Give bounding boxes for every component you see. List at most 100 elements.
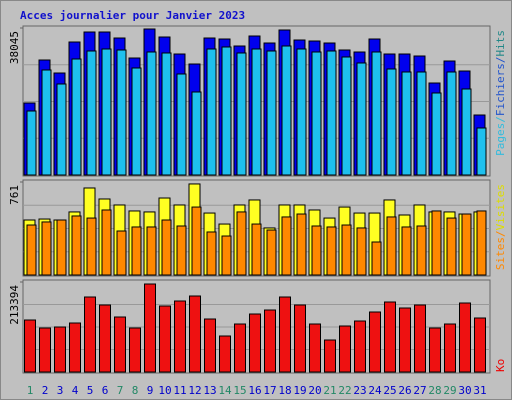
axis-label: Pages/Fichiers/Hits bbox=[494, 30, 507, 156]
bar bbox=[266, 50, 277, 176]
bar bbox=[116, 230, 127, 276]
bar bbox=[281, 216, 292, 276]
x-tick-label: 5 bbox=[87, 384, 94, 397]
bar bbox=[461, 213, 472, 276]
bar bbox=[476, 127, 487, 176]
x-tick-label: 25 bbox=[383, 384, 396, 397]
bar bbox=[251, 48, 262, 176]
bar bbox=[414, 304, 426, 373]
bar bbox=[26, 110, 37, 176]
bar bbox=[129, 327, 141, 373]
bar bbox=[161, 52, 172, 176]
axis-label-part: Hits bbox=[494, 30, 507, 57]
bar bbox=[369, 311, 381, 373]
x-tick-label: 9 bbox=[147, 384, 154, 397]
bar bbox=[71, 58, 82, 176]
x-tick-label: 8 bbox=[132, 384, 139, 397]
bar bbox=[71, 215, 82, 276]
x-tick-label: 31 bbox=[473, 384, 486, 397]
bar bbox=[221, 46, 232, 176]
bar bbox=[99, 304, 111, 373]
bar bbox=[146, 226, 157, 276]
bar bbox=[401, 226, 412, 276]
bar bbox=[236, 211, 247, 276]
x-tick-label: 28 bbox=[428, 384, 441, 397]
x-tick-label: 1 bbox=[27, 384, 34, 397]
bar bbox=[326, 226, 337, 276]
x-tick-label: 10 bbox=[158, 384, 171, 397]
y-tick-label: 213394 bbox=[8, 285, 21, 325]
bar bbox=[444, 323, 456, 373]
x-tick-label: 19 bbox=[293, 384, 306, 397]
bar bbox=[86, 50, 97, 176]
x-tick-label: 20 bbox=[308, 384, 321, 397]
bar bbox=[311, 51, 322, 176]
bar bbox=[386, 216, 397, 276]
bar bbox=[189, 295, 201, 373]
bar bbox=[416, 71, 427, 176]
chart-title: Acces journalier pour Janvier 2023 bbox=[20, 9, 245, 22]
bar bbox=[459, 302, 471, 373]
bar bbox=[219, 335, 231, 373]
bar bbox=[326, 50, 337, 176]
bar bbox=[384, 301, 396, 373]
bar bbox=[356, 227, 367, 276]
bar bbox=[236, 52, 247, 176]
axis-label-part: Visites bbox=[494, 184, 507, 230]
x-tick-label: 7 bbox=[117, 384, 124, 397]
x-tick-label: 24 bbox=[368, 384, 382, 397]
bar bbox=[24, 319, 36, 373]
bar bbox=[86, 217, 97, 276]
bar bbox=[371, 241, 382, 276]
bar bbox=[296, 48, 307, 176]
bar bbox=[191, 91, 202, 176]
bar bbox=[431, 210, 442, 276]
bar bbox=[41, 221, 52, 276]
bar bbox=[116, 49, 127, 176]
bar bbox=[474, 317, 486, 373]
axis-label: Ko bbox=[494, 359, 507, 372]
bar bbox=[386, 68, 397, 176]
bar bbox=[476, 210, 487, 276]
x-tick-label: 22 bbox=[338, 384, 351, 397]
bar bbox=[174, 300, 186, 373]
bar bbox=[191, 206, 202, 276]
bar bbox=[399, 307, 411, 373]
bar bbox=[234, 323, 246, 373]
bar bbox=[446, 217, 457, 276]
bar bbox=[446, 71, 457, 176]
x-tick-label: 18 bbox=[278, 384, 291, 397]
bar bbox=[101, 48, 112, 176]
axis-label-part: Ko bbox=[494, 359, 507, 372]
bar bbox=[401, 71, 412, 176]
bar bbox=[461, 88, 472, 176]
x-tick-label: 14 bbox=[218, 384, 232, 397]
bar bbox=[341, 224, 352, 276]
axis-label-part: / bbox=[494, 116, 507, 123]
x-tick-label: 11 bbox=[173, 384, 186, 397]
bar bbox=[176, 225, 187, 276]
bar bbox=[54, 326, 66, 373]
bar bbox=[324, 339, 336, 373]
bar bbox=[356, 62, 367, 176]
x-tick-label: 12 bbox=[188, 384, 201, 397]
bar bbox=[354, 320, 366, 373]
bar bbox=[429, 327, 441, 373]
bar bbox=[176, 73, 187, 176]
x-tick-label: 2 bbox=[42, 384, 49, 397]
x-tick-label: 23 bbox=[353, 384, 366, 397]
bar bbox=[221, 235, 232, 276]
x-tick-label: 16 bbox=[248, 384, 261, 397]
bar bbox=[311, 225, 322, 276]
bar bbox=[264, 309, 276, 373]
x-tick-label: 30 bbox=[458, 384, 471, 397]
bar bbox=[251, 223, 262, 276]
bar bbox=[431, 92, 442, 176]
x-tick-label: 27 bbox=[413, 384, 426, 397]
bar bbox=[131, 67, 142, 176]
bar bbox=[56, 83, 67, 176]
bar bbox=[69, 322, 81, 373]
bar bbox=[144, 283, 156, 373]
